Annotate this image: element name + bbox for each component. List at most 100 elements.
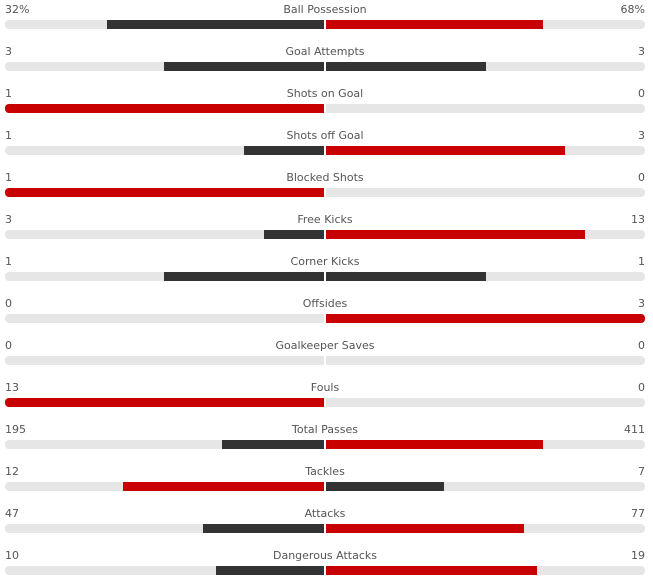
stat-labels: Free Kicks 3 13 [5,213,645,227]
stat-name: Ball Possession [283,3,367,16]
home-bar-track [5,20,324,29]
stat-labels: Fouls 13 0 [5,381,645,395]
home-bar-fill [203,524,324,533]
away-bar-track [326,230,645,239]
home-bar-fill [123,482,324,491]
away-value: 3 [638,45,645,58]
stat-bar [5,146,645,155]
stat-row: Dangerous Attacks 10 19 [0,546,653,588]
stat-labels: Corner Kicks 1 1 [5,255,645,269]
home-bar-fill [264,230,324,239]
stat-bar [5,356,645,365]
home-bar-fill [216,566,324,575]
home-bar-track [5,314,324,323]
stat-row: Goal Attempts 3 3 [0,42,653,84]
away-value: 13 [631,213,645,226]
stat-labels: Tackles 12 7 [5,465,645,479]
stat-name: Blocked Shots [286,171,364,184]
stat-bar [5,482,645,491]
away-bar-fill [326,482,444,491]
home-value: 3 [5,213,12,226]
away-bar-fill [326,230,585,239]
away-bar-fill [326,314,645,323]
away-value: 3 [638,129,645,142]
away-value: 19 [631,549,645,562]
stat-name: Goal Attempts [285,45,365,58]
home-bar-fill [164,272,324,281]
away-bar-track [326,440,645,449]
stat-row: Attacks 47 77 [0,504,653,546]
stat-labels: Total Passes 195 411 [5,423,645,437]
stat-row: Blocked Shots 1 0 [0,168,653,210]
stat-name: Total Passes [291,423,359,436]
stat-name: Goalkeeper Saves [275,339,375,352]
away-bar-track [326,482,645,491]
home-value: 10 [5,549,19,562]
stat-bar [5,314,645,323]
stat-row: Offsides 0 3 [0,294,653,336]
away-bar-fill [326,62,486,71]
home-bar-fill [244,146,324,155]
home-value: 12 [5,465,19,478]
stat-name: Free Kicks [297,213,353,226]
home-bar-track [5,440,324,449]
home-value: 1 [5,87,12,100]
home-bar-track [5,62,324,71]
away-bar-fill [326,524,524,533]
home-value: 32% [5,3,30,16]
away-bar-fill [326,440,543,449]
away-value: 1 [638,255,645,268]
home-bar-track [5,188,324,197]
home-bar-fill [5,188,324,197]
stat-name: Corner Kicks [290,255,360,268]
stat-row: Goalkeeper Saves 0 0 [0,336,653,378]
away-value: 3 [638,297,645,310]
stat-name: Shots on Goal [286,87,364,100]
stat-bar [5,566,645,575]
stat-name: Tackles [305,465,345,478]
home-bar-track [5,524,324,533]
away-bar-fill [326,146,565,155]
stat-row: Free Kicks 3 13 [0,210,653,252]
away-bar-track [326,272,645,281]
away-bar-fill [326,20,543,29]
home-value: 1 [5,129,12,142]
away-value: 0 [638,171,645,184]
home-bar-track [5,230,324,239]
stat-row: Shots on Goal 1 0 [0,84,653,126]
home-bar-fill [107,20,324,29]
stat-row: Total Passes 195 411 [0,420,653,462]
home-value: 0 [5,297,12,310]
stat-bar [5,62,645,71]
home-value: 47 [5,507,19,520]
away-bar-track [326,524,645,533]
away-bar-fill [326,566,537,575]
away-value: 411 [624,423,645,436]
home-bar-track [5,272,324,281]
stat-name: Dangerous Attacks [273,549,377,562]
stat-row: Fouls 13 0 [0,378,653,420]
away-bar-track [326,20,645,29]
home-value: 3 [5,45,12,58]
away-value: 68% [620,3,645,16]
stat-name: Fouls [310,381,340,394]
away-value: 7 [638,465,645,478]
stat-bar [5,440,645,449]
home-value: 1 [5,171,12,184]
home-bar-track [5,146,324,155]
stat-bar [5,188,645,197]
home-bar-track [5,566,324,575]
home-bar-track [5,482,324,491]
away-bar-fill [326,272,486,281]
home-value: 0 [5,339,12,352]
stat-bar [5,20,645,29]
away-value: 0 [638,339,645,352]
stat-labels: Shots on Goal 1 0 [5,87,645,101]
stat-row: Shots off Goal 1 3 [0,126,653,168]
home-value: 195 [5,423,26,436]
stat-labels: Shots off Goal 1 3 [5,129,645,143]
stat-bar [5,398,645,407]
stat-bar [5,104,645,113]
stat-name: Attacks [304,507,346,520]
